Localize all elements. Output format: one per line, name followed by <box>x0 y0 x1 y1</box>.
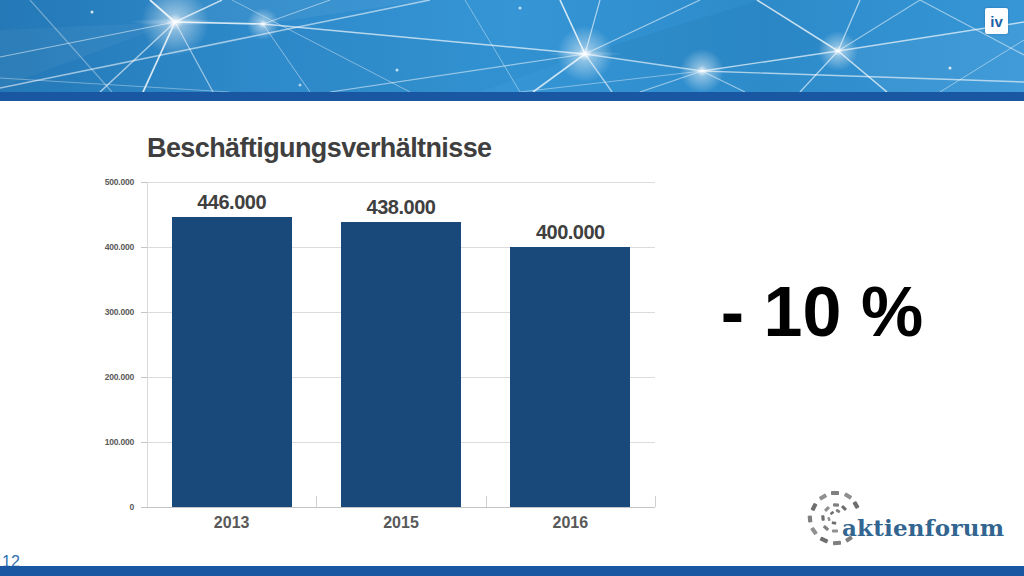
header-banner: iv <box>0 0 1024 92</box>
aktienforum-logo: aktienforum <box>805 486 1005 548</box>
y-axis-label: 500.000 <box>74 177 134 187</box>
bar-value-label: 446.000 <box>162 191 302 214</box>
header-divider <box>0 92 1024 101</box>
bar-value-label: 438.000 <box>331 196 471 219</box>
x-axis-label: 2013 <box>147 514 317 532</box>
y-axis-label: 0 <box>74 502 134 512</box>
y-axis-label: 300.000 <box>74 307 134 317</box>
bar-value-label: 400.000 <box>500 221 640 244</box>
iv-logo-text: iv <box>990 13 1003 30</box>
y-axis-label: 400.000 <box>74 242 134 252</box>
slide: iv Beschäftigungsverhältnisse 500.000 400… <box>0 0 1024 576</box>
delta-annotation: - 10 % <box>690 277 954 347</box>
x-axis-label: 2016 <box>485 514 655 532</box>
bar-2015 <box>341 222 461 507</box>
y-axis-label: 100.000 <box>74 437 134 447</box>
aktienforum-wordmark: aktienforum <box>842 516 1004 540</box>
x-axis-label: 2015 <box>316 514 486 532</box>
chart-title: Beschäftigungsverhältnisse <box>147 133 492 164</box>
network-pattern-graphic <box>0 0 1024 92</box>
y-axis-label: 200.000 <box>74 372 134 382</box>
bar-2016 <box>510 247 630 507</box>
iv-logo: iv <box>985 8 1008 34</box>
footer-bar <box>0 566 1024 576</box>
bar-2013 <box>172 217 292 507</box>
